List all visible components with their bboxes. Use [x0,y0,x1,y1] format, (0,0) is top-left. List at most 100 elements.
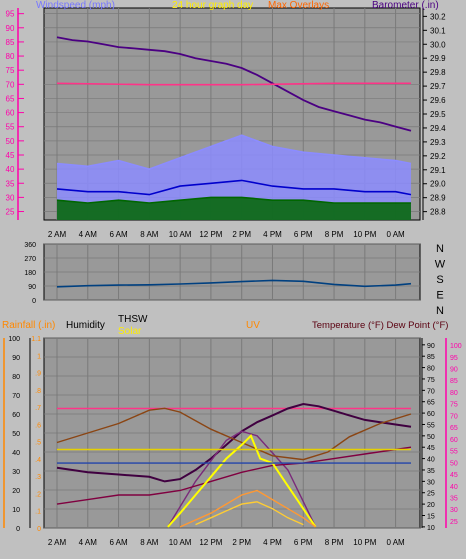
left-axis-label: 75 [6,66,15,75]
x-tick-label: 8 PM [325,538,344,547]
compass-label: N [436,243,444,255]
humidity-axis-label: 60 [12,412,20,419]
rain-axis-label: .9 [35,371,41,378]
x-tick-label: 4 AM [79,230,98,239]
x-tick-label: 2 PM [232,230,251,239]
thsw-axis-label: 95 [450,355,458,362]
x-tick-label: 0 AM [386,230,405,239]
x-tick-label: 10 AM [169,538,192,547]
x-tick-label: 6 AM [109,538,128,547]
direction-axis-label: 360 [24,242,36,249]
x-tick-label: 12 PM [199,538,222,547]
thsw-axis-label: 80 [450,390,458,397]
humidity-axis-label: 30 [12,469,20,476]
temp-axis-label: 75 [427,377,435,384]
temp-axis-label: 80 [427,366,435,373]
compass-label: N [436,305,444,317]
temp-axis-label: 40 [427,457,435,464]
thsw-axis-label: 70 [450,413,458,420]
humidity-axis-label: 0 [16,526,20,533]
x-tick-label: 2 AM [48,538,67,547]
right-axis-label: 29.7 [430,82,446,91]
right-axis-label: 29.6 [430,96,446,105]
series-line-thsw-envelope [167,430,317,528]
temp-axis-label: 20 [427,502,435,509]
temp-axis-label: 85 [427,354,435,361]
series-line-temperature [56,402,412,483]
rain-axis-label: .7 [35,405,41,412]
series-line-dewpoint [56,446,412,505]
rain-axis-label: 1.1 [31,336,41,343]
rain-axis-label: .6 [35,422,41,429]
left-axis-label: 65 [6,94,15,103]
right-axis-label: 30.1 [430,26,446,35]
thsw-axis-label: 35 [450,496,458,503]
x-tick-label: 10 AM [169,230,192,239]
humidity-axis-label: 10 [12,507,20,514]
x-tick-label: 6 AM [109,230,128,239]
graph-period-header: 24 hour graph day [172,0,253,11]
humidity-axis-label: 70 [12,393,20,400]
rain-axis-label: .8 [35,388,41,395]
x-tick-label: 4 PM [263,538,282,547]
temp-axis-label: 30 [427,479,435,486]
thsw-axis-label: 100 [450,343,462,350]
series-line-humidity-line [56,407,412,461]
humidity-axis-label: 40 [12,450,20,457]
compass-label: W [435,259,446,271]
direction-axis-label: 0 [32,298,36,305]
left-axis-label: 50 [6,137,15,146]
left-axis-label: 90 [6,24,15,33]
right-axis-label: 28.8 [430,208,446,217]
direction-axis-label: 90 [28,284,36,291]
series-line-uv-hi [195,501,304,526]
x-tick-label: 6 PM [294,538,313,547]
direction-axis-label: 180 [24,270,36,277]
temperature-header: Temperature (°F) Dew Point (°F) [312,320,448,331]
series-area-high-wind [57,135,411,220]
left-axis-label: 80 [6,52,15,61]
left-axis-label: 70 [6,80,15,89]
x-tick-label: 8 AM [140,538,159,547]
left-axis-label: 35 [6,179,15,188]
x-tick-label: 6 PM [294,230,313,239]
barometer-header: Barometer (.in) [372,0,439,11]
humidity-axis-label: 100 [8,336,20,343]
humidity-axis-label: 80 [12,374,20,381]
left-axis-label: 25 [6,208,15,217]
compass-label: E [436,290,443,302]
temp-axis-label: 10 [427,525,435,532]
thsw-header: THSW [118,314,148,325]
x-tick-label: 2 AM [48,230,67,239]
solar-header: Solar [118,326,142,337]
temp-axis-label: 90 [427,343,435,350]
right-axis-label: 30.0 [430,40,446,49]
rain-axis-label: .5 [35,440,41,447]
right-axis-label: 29.2 [430,152,446,161]
temp-axis-label: 70 [427,388,435,395]
temp-axis-label: 35 [427,468,435,475]
right-axis-label: 28.9 [430,194,446,203]
humidity-axis-label: 20 [12,488,20,495]
x-tick-label: 8 AM [140,230,159,239]
left-axis-label: 40 [6,165,15,174]
left-axis-label: 55 [6,123,15,132]
left-axis-label: 60 [6,109,15,118]
right-axis-label: 29.1 [430,166,446,175]
rain-axis-label: .1 [35,509,41,516]
compass-label: S [436,274,443,286]
thsw-axis-label: 40 [450,484,458,491]
left-axis-label: 30 [6,193,15,202]
series-line-avg-wind [56,179,412,196]
right-axis-label: 29.9 [430,54,446,63]
temp-axis-label: 65 [427,400,435,407]
uv-header: UV [246,320,260,331]
thsw-axis-label: 90 [450,366,458,373]
rain-axis-label: .2 [35,491,41,498]
thsw-axis-label: 65 [450,425,458,432]
direction-axis-label: 270 [24,256,36,263]
thsw-axis-label: 85 [450,378,458,385]
right-axis-label: 30.2 [430,12,446,21]
